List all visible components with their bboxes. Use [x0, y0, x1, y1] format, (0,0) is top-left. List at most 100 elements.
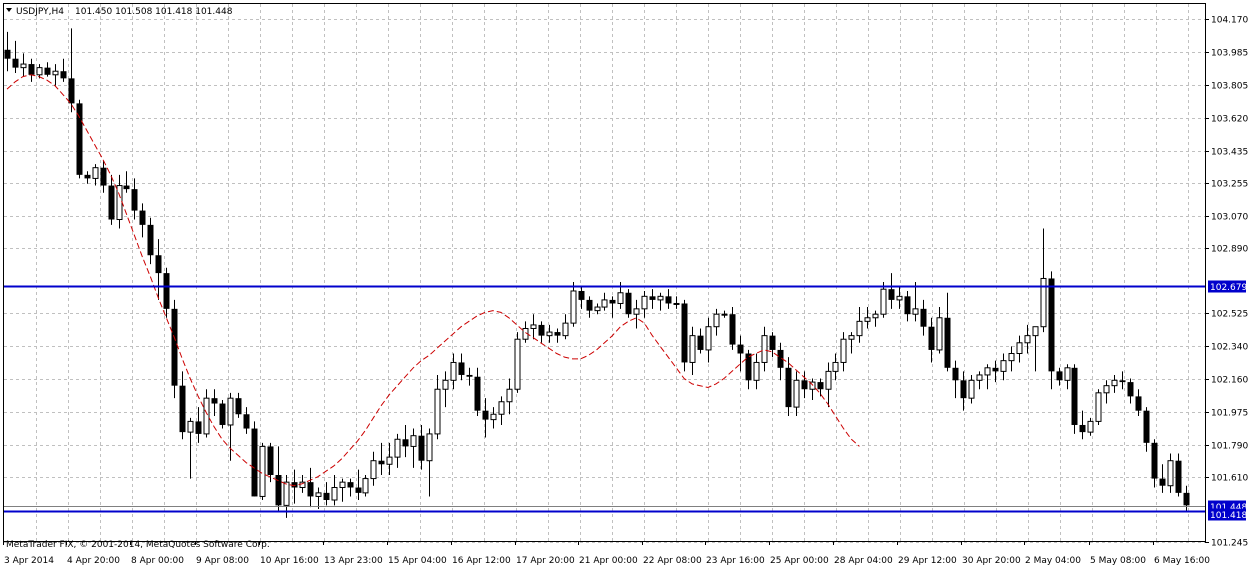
candle-body-bearish: [1143, 410, 1150, 443]
price-tick-label: 101.245: [1211, 539, 1248, 549]
price-tick-label: 102.160: [1211, 376, 1248, 386]
candle-body-bearish: [1159, 478, 1166, 486]
price-tick-label: 103.985: [1211, 49, 1248, 59]
candle-body-bearish: [586, 299, 593, 311]
candle-body-bullish: [976, 374, 983, 381]
candle-body-bullish: [187, 420, 194, 433]
candle-body-bearish: [4, 49, 11, 59]
candle-body-bullish: [1095, 392, 1102, 422]
candle-body-bullish: [840, 338, 847, 363]
level-price-tag-label: 101.418: [1210, 511, 1247, 521]
candle-body-bearish: [482, 410, 489, 420]
time-tick-label: 9 Apr 08:00: [196, 556, 249, 566]
candle-body-bearish: [952, 367, 959, 381]
candle-body-bullish: [92, 167, 99, 179]
time-tick-label: 25 Apr 00:00: [770, 556, 829, 566]
price-tick-label: 104.170: [1211, 16, 1248, 26]
time-tick-label: 5 May 08:00: [1090, 556, 1146, 566]
candle-body-bearish: [649, 296, 656, 300]
candle-body-bearish: [251, 428, 258, 497]
time-tick-label: 13 Apr 23:00: [324, 556, 383, 566]
candle-body-bullish: [570, 290, 577, 324]
candle-body-bearish: [323, 492, 330, 501]
candle-body-bullish: [1064, 367, 1071, 381]
candle-body-bearish: [418, 435, 425, 461]
candle-body-bullish: [299, 481, 306, 489]
candle-body-bullish: [848, 335, 855, 340]
candle-body-bearish: [235, 398, 242, 415]
candle-body-bearish: [745, 353, 752, 381]
candle-body-bullish: [370, 460, 377, 480]
time-axis: 3 Apr 2014 4 Apr 20:00 8 Apr 00:00 9 Apr 08…: [3, 541, 1210, 566]
candle-body-bearish: [68, 78, 75, 104]
candle-body-bearish: [44, 67, 51, 75]
time-tick-label: 15 Apr 04:00: [388, 556, 447, 566]
time-tick-label: 2 May 04:00: [1025, 556, 1081, 566]
price-tick-label: 103.805: [1211, 82, 1248, 92]
candle-body-bearish: [378, 460, 385, 465]
candle-body-bullish: [912, 308, 919, 315]
candle-body-bearish: [171, 308, 178, 386]
candle-body-bullish: [673, 302, 680, 305]
candle-body-bullish: [689, 335, 696, 363]
candle-body-bearish: [139, 210, 146, 225]
price-tick-label: 101.790: [1211, 442, 1248, 452]
candle-body-bullish: [331, 487, 338, 501]
candle-body-bearish: [554, 332, 561, 336]
price-tick-label: 103.620: [1211, 115, 1248, 125]
price-tick-label: 103.435: [1211, 148, 1248, 158]
time-tick-label: 30 Apr 20:00: [962, 556, 1021, 566]
candle-body-bullish: [283, 481, 290, 506]
candle-body-bullish: [498, 401, 505, 415]
time-tick-label: 4 Apr 20:00: [67, 556, 120, 566]
candle-body-bearish: [928, 326, 935, 350]
candle-body-bullish: [315, 492, 322, 497]
candle-body-bearish: [12, 58, 19, 68]
candle-body-bullish: [657, 295, 664, 301]
price-tick-label: 103.255: [1211, 180, 1248, 190]
candle-body-bearish: [267, 446, 274, 475]
candle-body-bullish: [968, 379, 975, 399]
time-tick-label: 10 Apr 16:00: [260, 556, 319, 566]
candle-body-bullish: [562, 322, 569, 337]
candle-body-bearish: [243, 414, 250, 429]
candle-body-bullish: [856, 320, 863, 337]
price-tick-label: 102.890: [1211, 245, 1248, 255]
candle-body-bearish: [538, 324, 545, 336]
candle-body-bearish: [474, 376, 481, 411]
dropdown-triangle-icon[interactable]: [6, 8, 12, 12]
candle-body-bullish: [339, 481, 346, 489]
chart-header[interactable]: USDJPY,H4 101.450 101.508 101.418 101.44…: [6, 7, 233, 17]
time-tick-label: 6 May 16:00: [1154, 556, 1210, 566]
candle-body-bearish: [402, 439, 409, 447]
candle-body-bullish: [793, 379, 800, 408]
candle-body-bearish: [1175, 460, 1182, 493]
candle-body-bullish: [601, 299, 608, 308]
candle-body-bearish: [131, 189, 138, 211]
candle-body-bullish: [1008, 353, 1015, 362]
candle-body-bearish: [275, 475, 282, 506]
price-tick-label: 101.610: [1211, 474, 1248, 484]
time-tick-label: 29 Apr 12:00: [898, 556, 957, 566]
candle-body-bearish: [147, 224, 154, 256]
candle-body-bearish: [697, 335, 704, 350]
candle-body-bearish: [211, 398, 218, 404]
candle-body-bullish: [936, 317, 943, 351]
candle-body-bullish: [203, 397, 210, 435]
candle-body-bullish: [434, 388, 441, 435]
candle-body-bullish: [713, 313, 720, 328]
copyright-text: MetaTrader FIX, © 2001-2014, MetaQuotes …: [6, 540, 270, 550]
candle-body-bearish: [355, 487, 362, 493]
candle-body-bearish: [888, 289, 895, 300]
candle-body-bearish: [179, 385, 186, 433]
current-price-tag-label: 101.448: [1210, 503, 1247, 513]
candle-body-bearish: [28, 64, 35, 75]
candle-body-bullish: [1016, 342, 1023, 355]
candle-body-bearish: [609, 299, 616, 304]
candle-body-bearish: [737, 344, 744, 354]
candle-body-bearish: [108, 185, 115, 220]
plot-frame: [3, 3, 1206, 542]
candle-body-bearish: [1079, 424, 1086, 433]
candle-body-bearish: [1135, 396, 1142, 411]
